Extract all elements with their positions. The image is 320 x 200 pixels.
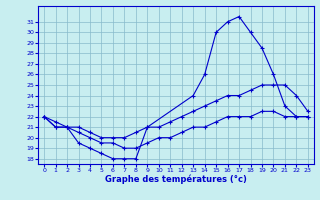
X-axis label: Graphe des températures (°c): Graphe des températures (°c)	[105, 175, 247, 184]
